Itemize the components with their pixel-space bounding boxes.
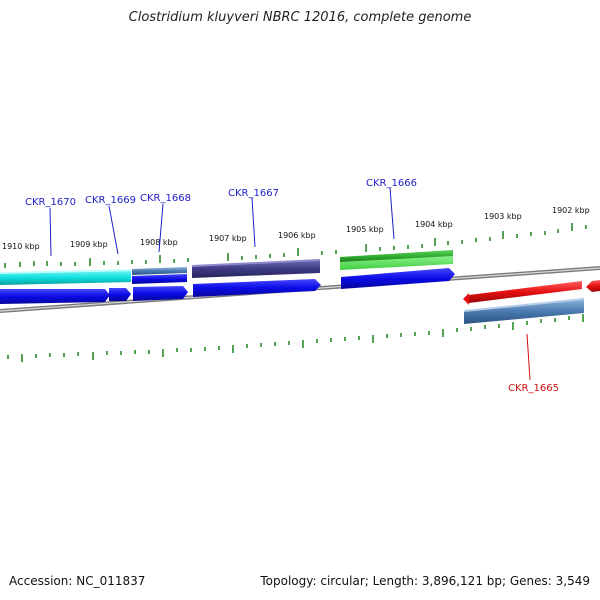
cds-arrow-ckr-1670[interactable] [0,289,110,304]
gene-bar-ckr-1670[interactable] [0,269,131,285]
gene-label-leaders [49,187,531,381]
tick-label-1909: 1909 kbp [70,240,108,249]
gene-bar-ckr-1666[interactable] [340,250,453,270]
cds-arrow-ckr-1667[interactable] [193,279,321,297]
gene-bar-ckr-1667[interactable] [192,259,320,278]
tick-label-1904: 1904 kbp [415,220,453,229]
cds-arrow-ckr-1666[interactable] [341,268,455,289]
gene-bar-ckr-1668[interactable] [132,267,187,284]
tick-label-1906: 1906 kbp [278,231,316,240]
map-title: Clostridium kluyveri NBRC 12016, complet… [128,10,472,25]
cds-arrow-next-reverse[interactable] [586,280,600,292]
tick-label-1910: 1910 kbp [2,242,40,251]
gene-label-ckr-1666[interactable]: CKR_1666 [366,178,417,189]
topology-text: Topology: circular; Length: 3,896,121 bp… [260,574,590,588]
accession-text: Accession: NC_011837 [9,574,146,588]
gene-label-ckr-1668[interactable]: CKR_1668 [140,193,191,204]
tick-label-1907: 1907 kbp [209,234,247,243]
lower-scale-ticks [7,314,584,362]
gene-bar-ckr-1665[interactable] [463,281,584,324]
tick-label-1905: 1905 kbp [346,225,384,234]
gene-label-ckr-1669[interactable]: CKR_1669 [85,195,136,206]
upper-scale-ticks [4,223,587,268]
cds-arrow-ckr-1668[interactable] [133,286,188,301]
gene-label-ckr-1670[interactable]: CKR_1670 [25,197,76,208]
tick-label-1903: 1903 kbp [484,212,522,221]
tick-label-1908: 1908 kbp [140,238,178,247]
cds-arrow-ckr-1669[interactable] [109,288,131,301]
gene-label-ckr-1665[interactable]: CKR_1665 [508,383,559,394]
tick-label-1902: 1902 kbp [552,206,590,215]
gene-label-ckr-1667[interactable]: CKR_1667 [228,188,279,199]
